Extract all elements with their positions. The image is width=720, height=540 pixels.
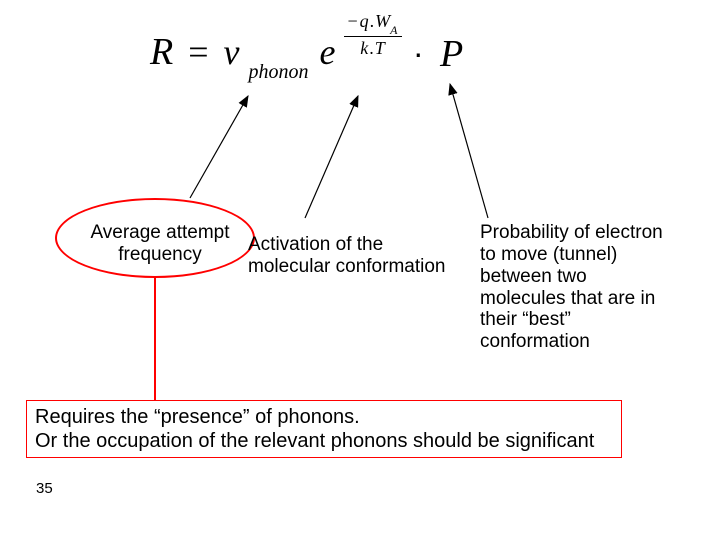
- arrow-to-exp: [305, 96, 358, 218]
- annotation-activation: Activation of the molecular conformation: [248, 234, 448, 278]
- eq-minus: −: [348, 11, 360, 31]
- annotation-attempt-frequency: Average attempt frequency: [85, 222, 235, 266]
- eq-W-sub: A: [390, 23, 397, 37]
- arrow-to-nu: [190, 96, 248, 198]
- eq-R: R: [150, 31, 173, 73]
- eq-exponent-numerator: −q.WA: [344, 12, 402, 37]
- annotation-probability: Probability of electron to move (tunnel)…: [480, 222, 675, 353]
- slide-number: 35: [36, 480, 53, 497]
- bottom-note-line2: Or the occupation of the relevant phonon…: [35, 429, 613, 453]
- eq-equals: =: [182, 32, 214, 72]
- eq-nu: ν: [224, 32, 240, 72]
- eq-cdot: ⋅: [406, 40, 432, 73]
- rate-equation: R = ν phonon e −q.WA k.T ⋅ P: [150, 30, 463, 78]
- bottom-note-box: Requires the “presence” of phonons. Or t…: [26, 400, 622, 458]
- eq-exponent-fraction: −q.WA k.T: [340, 12, 402, 57]
- eq-T: T: [375, 38, 385, 58]
- arrow-to-P: [450, 84, 488, 218]
- eq-phonon-sub: phonon: [249, 61, 309, 83]
- eq-W: W: [375, 11, 390, 31]
- eq-q: q: [360, 11, 369, 31]
- bottom-note-line1: Requires the “presence” of phonons.: [35, 405, 613, 429]
- eq-P: P: [440, 33, 463, 75]
- eq-e: e: [318, 32, 336, 72]
- eq-exponent-denominator: k.T: [344, 37, 402, 57]
